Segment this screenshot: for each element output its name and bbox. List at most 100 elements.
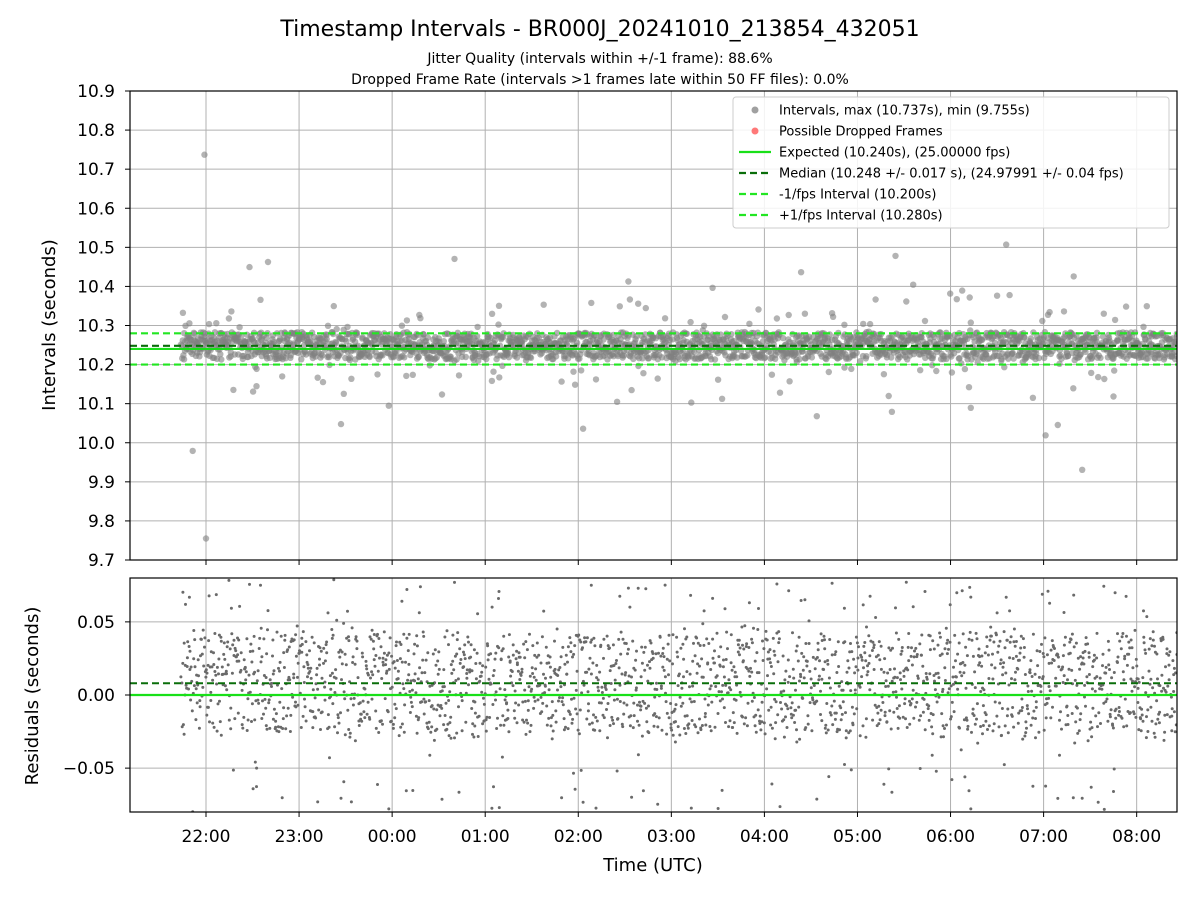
residual-point (937, 676, 941, 680)
interval-point (496, 374, 503, 381)
residuals-y-tick-label: 0.00 (77, 686, 115, 706)
residual-point (840, 712, 844, 716)
residual-point (801, 668, 805, 672)
residual-point (215, 682, 219, 686)
residual-point (507, 730, 511, 734)
residual-point (900, 687, 904, 691)
residual-point (612, 698, 616, 702)
residual-point (849, 768, 853, 772)
residual-point (793, 721, 797, 724)
residual-point (1148, 637, 1152, 641)
residual-point (596, 678, 600, 682)
residual-point (1151, 630, 1155, 634)
residual-point (282, 706, 286, 710)
residual-point (406, 649, 410, 653)
residual-point (1005, 714, 1009, 718)
residual-point (1098, 676, 1102, 680)
residual-point (937, 695, 941, 699)
residual-point (841, 688, 845, 692)
legend: Intervals, max (10.737s), min (9.755s)Po… (732, 96, 1170, 229)
interval-point (797, 269, 805, 276)
interval-point (625, 278, 632, 285)
residual-point (784, 715, 787, 719)
residual-point (1161, 637, 1165, 641)
residual-point (589, 583, 593, 587)
residual-point (647, 731, 651, 735)
residual-point (216, 702, 220, 706)
residual-point (816, 648, 820, 652)
residual-point (868, 594, 872, 598)
residual-point (787, 589, 791, 593)
residual-point (833, 717, 837, 721)
residual-point (1089, 785, 1093, 789)
x-tick-label: 04:00 (740, 827, 789, 847)
residual-point (520, 667, 524, 671)
residual-point (636, 719, 639, 723)
residual-point (663, 583, 667, 587)
residual-point (478, 661, 482, 665)
residual-point (868, 688, 872, 692)
residual-point (1066, 678, 1069, 682)
residual-point (1145, 615, 1149, 619)
residual-point (187, 645, 191, 648)
residual-point (342, 780, 346, 784)
residual-point (963, 775, 967, 779)
residual-point (618, 683, 622, 687)
residual-point (611, 718, 615, 722)
residual-point (329, 687, 333, 691)
residual-point (997, 725, 1001, 729)
residual-point (1142, 641, 1146, 645)
residual-point (207, 639, 211, 643)
interval-point (764, 342, 771, 349)
residual-point (224, 669, 228, 673)
residual-point (696, 731, 700, 735)
residual-point (703, 697, 707, 701)
residual-point (427, 699, 431, 703)
residual-point (1003, 646, 1007, 650)
residual-point (655, 688, 659, 691)
interval-point (540, 301, 547, 308)
residual-point (886, 671, 890, 675)
interval-point (961, 365, 969, 373)
residual-point (974, 631, 978, 635)
residual-point (826, 728, 830, 732)
residual-point (503, 688, 507, 692)
interval-point (323, 335, 330, 343)
residual-point (576, 728, 580, 732)
residual-point (1114, 707, 1118, 711)
residual-point (874, 616, 878, 619)
residual-point (918, 767, 922, 770)
residual-point (348, 735, 352, 739)
residual-point (760, 700, 764, 704)
residual-point (773, 697, 777, 701)
residual-point (1000, 707, 1004, 710)
residual-point (409, 700, 413, 704)
residual-point (1074, 641, 1078, 645)
residual-point (376, 783, 379, 786)
residual-point (206, 705, 210, 709)
residual-point (820, 639, 824, 642)
interval-point (1070, 273, 1077, 280)
residuals-y-axis-label: Residuals (seconds) (22, 607, 43, 786)
residual-point (230, 632, 234, 636)
residual-point (443, 635, 447, 639)
residual-point (897, 637, 901, 641)
residual-point (830, 653, 834, 657)
residual-point (1084, 636, 1088, 640)
residual-point (253, 670, 257, 674)
residual-point (225, 672, 228, 676)
residual-point (811, 698, 815, 702)
interval-point (1003, 241, 1010, 248)
residual-point (456, 677, 460, 681)
interval-point (333, 325, 340, 333)
residual-point (288, 678, 292, 682)
residual-point (313, 696, 317, 700)
residual-point (452, 668, 456, 672)
residual-point (287, 675, 291, 679)
residual-point (580, 691, 584, 695)
interval-point (813, 413, 820, 420)
interval-point (238, 333, 245, 340)
residual-point (592, 713, 595, 717)
residual-point (1081, 656, 1085, 660)
residual-point (181, 723, 185, 727)
